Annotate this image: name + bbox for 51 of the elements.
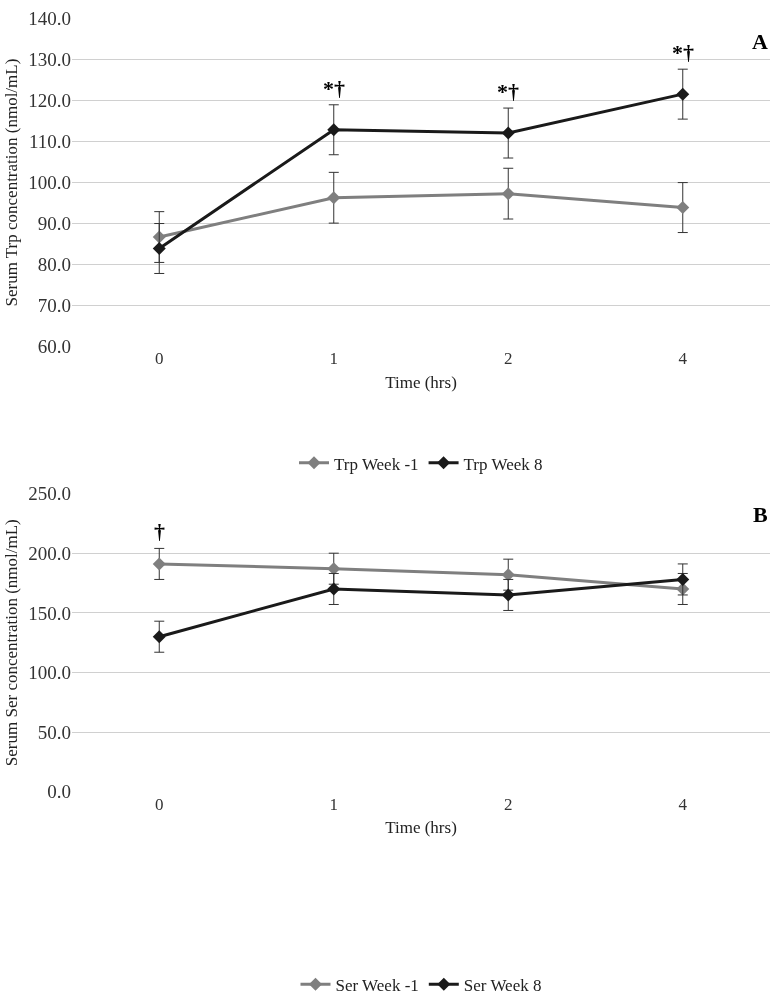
point <box>327 191 341 205</box>
x-axis-title: Time (hrs) <box>385 818 457 838</box>
point <box>501 568 515 582</box>
y-tick-label: 50.0 <box>37 721 71 743</box>
x-tick-label: 1 <box>329 349 338 369</box>
legend-label: Ser Week -1 <box>335 976 419 995</box>
y-tick-label: 70.0 <box>37 295 71 317</box>
x-tick-label: 2 <box>504 349 513 369</box>
point <box>501 126 515 140</box>
y-tick-label: 80.0 <box>37 254 71 276</box>
y-axis-title: Serum Trp concentration (nmol/mL) <box>1 58 21 307</box>
point <box>152 242 166 255</box>
y-tick-label: 150.0 <box>28 602 71 624</box>
chart-title: B <box>753 502 768 527</box>
annotation: *† <box>497 79 519 104</box>
point <box>676 87 690 101</box>
y-tick-label: 0.0 <box>47 781 71 803</box>
x-tick-label: 4 <box>678 794 688 814</box>
y-tick-label: 90.0 <box>37 213 71 235</box>
point <box>327 582 341 596</box>
annotation: *† <box>323 76 345 101</box>
x-tick-label: 0 <box>155 349 164 369</box>
y-tick-label: 60.0 <box>37 335 71 357</box>
x-tick-label: 4 <box>678 349 688 369</box>
y-tick-label: 200.0 <box>28 542 71 564</box>
legend-label: Trp Week 8 <box>463 454 543 474</box>
y-tick-label: 250.0 <box>28 483 71 505</box>
y-tick-label: 110.0 <box>28 131 71 153</box>
x-tick-label: 1 <box>329 794 338 814</box>
point <box>152 630 166 644</box>
y-axis-title: Serum Ser concentration (nmol/mL) <box>1 519 21 767</box>
annotation: *† <box>672 40 694 65</box>
point <box>327 562 341 576</box>
legend-label: Ser Week 8 <box>463 976 542 995</box>
annotation: † <box>154 519 165 544</box>
y-tick-label: 100.0 <box>28 172 71 194</box>
point <box>501 187 515 201</box>
point <box>501 588 515 602</box>
y-tick-label: 120.0 <box>28 90 71 112</box>
legend-label: Trp Week -1 <box>334 454 419 474</box>
text: A <box>752 29 768 54</box>
point <box>152 557 166 571</box>
point <box>327 123 341 137</box>
y-tick-label: 140.0 <box>28 8 71 30</box>
x-tick-label: 0 <box>155 794 164 814</box>
y-tick-label: 100.0 <box>28 662 71 684</box>
point <box>676 201 690 215</box>
y-tick-label: 130.0 <box>28 49 71 71</box>
x-tick-label: 2 <box>504 794 513 814</box>
x-axis-title: Time (hrs) <box>385 372 457 392</box>
point <box>676 572 690 586</box>
